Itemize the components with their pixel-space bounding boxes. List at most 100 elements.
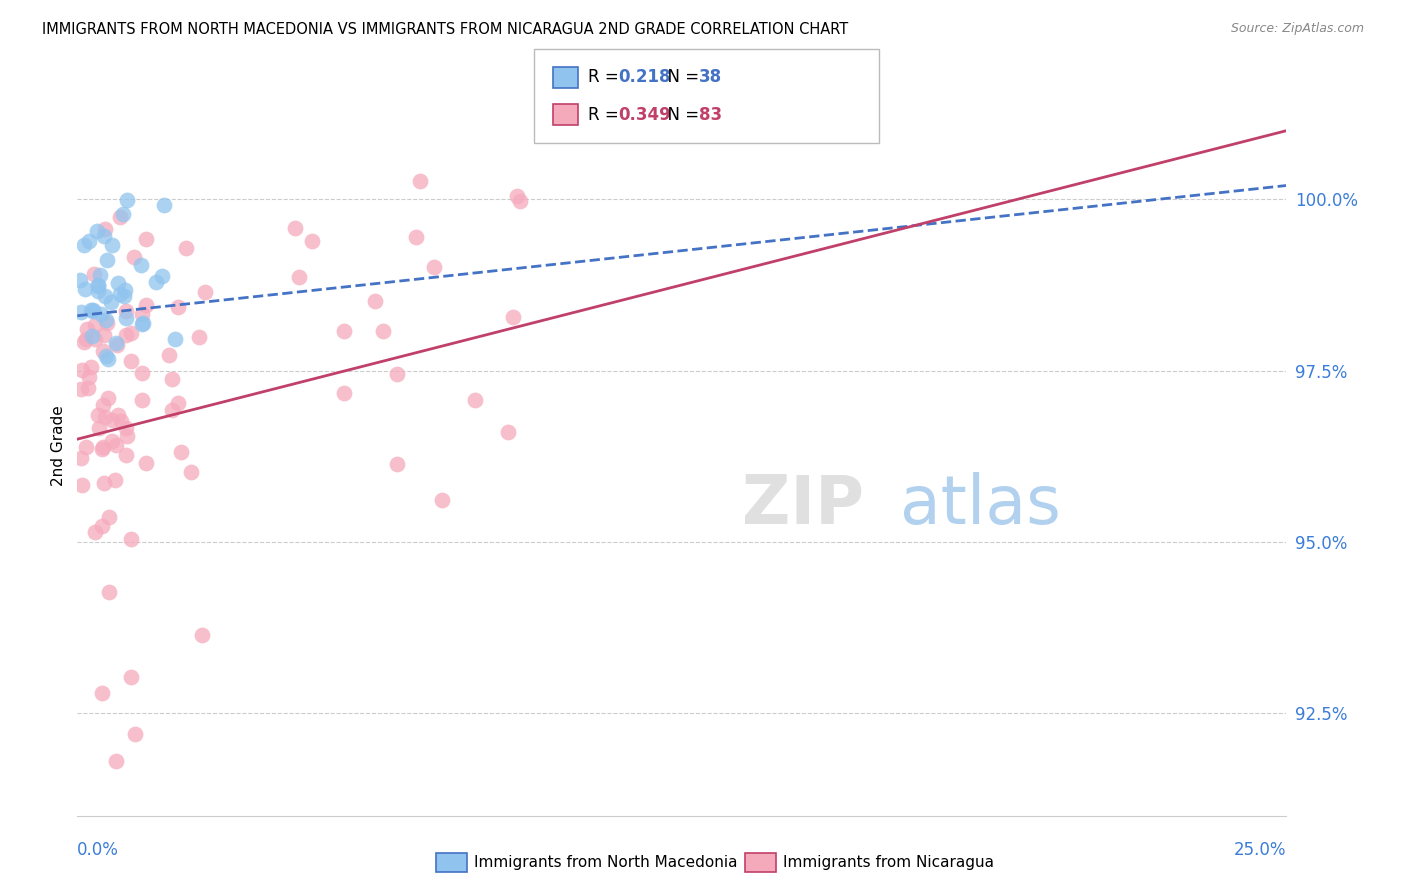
- Point: [120, 326, 142, 340]
- Text: R =: R =: [588, 105, 624, 123]
- Point: [104, 473, 127, 487]
- Text: 25.0%: 25.0%: [1234, 841, 1286, 859]
- Point: [100, 238, 122, 252]
- Point: [115, 448, 138, 462]
- Point: [114, 283, 136, 297]
- Point: [120, 533, 142, 547]
- Point: [94, 409, 117, 424]
- Point: [96, 349, 118, 363]
- Point: [496, 425, 519, 439]
- Point: [152, 198, 174, 212]
- Point: [100, 294, 122, 309]
- Point: [96, 252, 118, 267]
- Point: [70, 383, 93, 397]
- Point: [93, 475, 115, 490]
- Text: 83: 83: [699, 105, 721, 123]
- Point: [90, 686, 112, 700]
- Text: Immigrants from Nicaragua: Immigrants from Nicaragua: [783, 855, 994, 870]
- Point: [191, 628, 214, 642]
- Point: [114, 311, 136, 326]
- Point: [114, 327, 136, 342]
- Point: [91, 519, 114, 533]
- Point: [79, 302, 101, 317]
- Point: [157, 348, 180, 362]
- Point: [80, 360, 103, 375]
- Point: [96, 316, 118, 330]
- Point: [194, 285, 217, 300]
- Point: [506, 189, 529, 203]
- Point: [284, 221, 307, 235]
- Text: 0.0%: 0.0%: [77, 841, 120, 859]
- Point: [131, 317, 153, 331]
- Point: [87, 284, 110, 298]
- Point: [332, 385, 354, 400]
- Point: [97, 352, 120, 367]
- Point: [94, 289, 117, 303]
- Point: [97, 392, 120, 406]
- Point: [150, 268, 173, 283]
- Point: [135, 298, 157, 312]
- Point: [91, 343, 114, 358]
- Point: [408, 174, 430, 188]
- Point: [174, 241, 197, 255]
- Point: [430, 493, 453, 508]
- Point: [332, 325, 354, 339]
- Text: 38: 38: [699, 69, 721, 87]
- Y-axis label: 2nd Grade: 2nd Grade: [51, 406, 66, 486]
- Point: [502, 310, 524, 325]
- Text: R =: R =: [588, 69, 624, 87]
- Point: [75, 282, 97, 296]
- Point: [371, 324, 394, 338]
- Point: [87, 408, 110, 422]
- Point: [405, 229, 427, 244]
- Point: [115, 303, 138, 318]
- Point: [91, 398, 114, 412]
- Point: [84, 524, 107, 539]
- Point: [86, 224, 108, 238]
- Point: [83, 318, 105, 333]
- Point: [422, 260, 444, 275]
- Point: [165, 332, 187, 346]
- Point: [73, 334, 96, 349]
- Point: [101, 413, 124, 427]
- Point: [115, 193, 138, 207]
- Point: [170, 444, 193, 458]
- Point: [77, 234, 100, 248]
- Point: [86, 278, 108, 293]
- Point: [160, 372, 183, 386]
- Point: [86, 279, 108, 293]
- Point: [70, 363, 93, 377]
- Point: [287, 270, 309, 285]
- Text: N =: N =: [657, 69, 704, 87]
- Point: [180, 465, 202, 479]
- Point: [93, 229, 115, 244]
- Point: [75, 332, 97, 346]
- Point: [108, 210, 131, 224]
- Point: [105, 338, 128, 352]
- Point: [115, 429, 138, 443]
- Point: [385, 457, 408, 471]
- Point: [301, 235, 323, 249]
- Point: [104, 335, 127, 350]
- Point: [108, 286, 131, 301]
- Point: [120, 354, 142, 368]
- Text: Source: ZipAtlas.com: Source: ZipAtlas.com: [1230, 22, 1364, 36]
- Point: [124, 727, 146, 741]
- Point: [112, 206, 135, 220]
- Point: [167, 395, 190, 409]
- Point: [114, 289, 136, 303]
- Point: [385, 367, 408, 381]
- Text: IMMIGRANTS FROM NORTH MACEDONIA VS IMMIGRANTS FROM NICARAGUA 2ND GRADE CORRELATI: IMMIGRANTS FROM NORTH MACEDONIA VS IMMIG…: [42, 22, 848, 37]
- Point: [131, 307, 153, 321]
- Point: [83, 267, 105, 281]
- Point: [90, 307, 112, 321]
- Point: [91, 440, 114, 454]
- Text: Immigrants from North Macedonia: Immigrants from North Macedonia: [474, 855, 737, 870]
- Point: [96, 313, 118, 327]
- Point: [166, 300, 188, 314]
- Point: [135, 232, 157, 246]
- Point: [73, 238, 96, 252]
- Text: ZIP: ZIP: [742, 472, 865, 538]
- Point: [107, 277, 129, 291]
- Point: [105, 755, 128, 769]
